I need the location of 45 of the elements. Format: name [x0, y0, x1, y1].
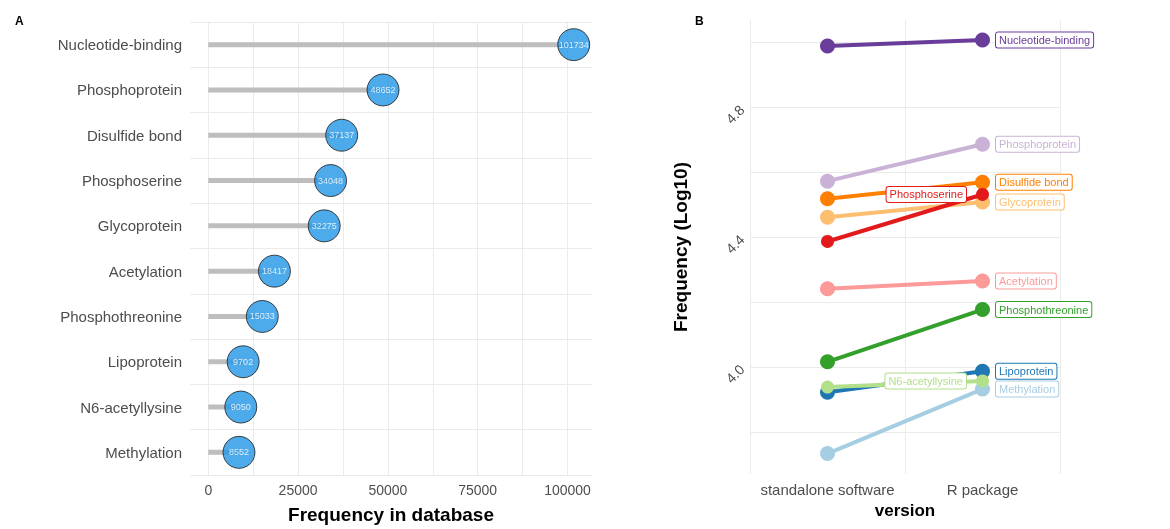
series-label: Disulfide bond [999, 176, 1069, 189]
series-label: Methylation [999, 383, 1056, 396]
series-label: N6-acetyllysine [888, 374, 963, 387]
x-tick-label: R package [946, 481, 1019, 498]
x-axis-title: Frequency in database [288, 504, 494, 525]
x-axis-title: version [874, 501, 936, 520]
data-label: 9050 [230, 402, 251, 413]
x-tick-label: 50000 [368, 482, 408, 498]
data-label: 101734 [558, 39, 589, 50]
data-label: 37137 [329, 130, 355, 141]
y-tick-label: Phosphoprotein [76, 81, 182, 99]
y-tick-label: Methylation [105, 443, 182, 461]
data-label: 15033 [249, 311, 275, 322]
x-tick-label: 100000 [544, 482, 592, 498]
y-tick-label: Glycoprotein [97, 217, 182, 235]
series-label: Lipoprotein [999, 365, 1054, 378]
y-tick-label: Lipoprotein [107, 353, 182, 371]
data-label: 32275 [311, 220, 337, 231]
data-label: 18417 [261, 266, 287, 277]
y-tick-label: 4.8 [722, 101, 748, 127]
series-label: Nucleotide-binding [999, 34, 1091, 47]
y-tick-label: N6-acetyllysine [80, 398, 182, 416]
data-label: 48652 [370, 84, 396, 95]
x-tick-label: 0 [204, 482, 213, 498]
text: A [15, 14, 24, 28]
series-label: Phosphoprotein [999, 138, 1077, 151]
x-tick-label: 25000 [278, 482, 318, 498]
series-label: Glycoprotein [999, 195, 1061, 208]
y-tick-label: Acetylation [108, 262, 182, 280]
y-tick-label: 4.4 [722, 231, 748, 257]
y-tick-label: Phosphoserine [81, 172, 182, 190]
x-tick-label: standalone software [760, 481, 895, 498]
series-label: Phosphoserine [889, 188, 963, 201]
y-tick-label: Nucleotide-binding [57, 36, 182, 54]
data-label: 8552 [228, 447, 250, 458]
series-label: Phosphothreonine [999, 303, 1089, 316]
data-label: 9702 [233, 356, 254, 367]
chart-title: B [695, 14, 704, 28]
y-axis-title: Frequency (Log10) [670, 162, 691, 332]
y-tick-label: Disulfide bond [86, 126, 182, 144]
series-label: Acetylation [999, 275, 1053, 288]
y-tick-label: 4.0 [722, 361, 748, 387]
data-label: 34048 [318, 175, 344, 186]
x-tick-label: 75000 [458, 482, 498, 498]
y-tick-label: Phosphothreonine [60, 307, 182, 325]
